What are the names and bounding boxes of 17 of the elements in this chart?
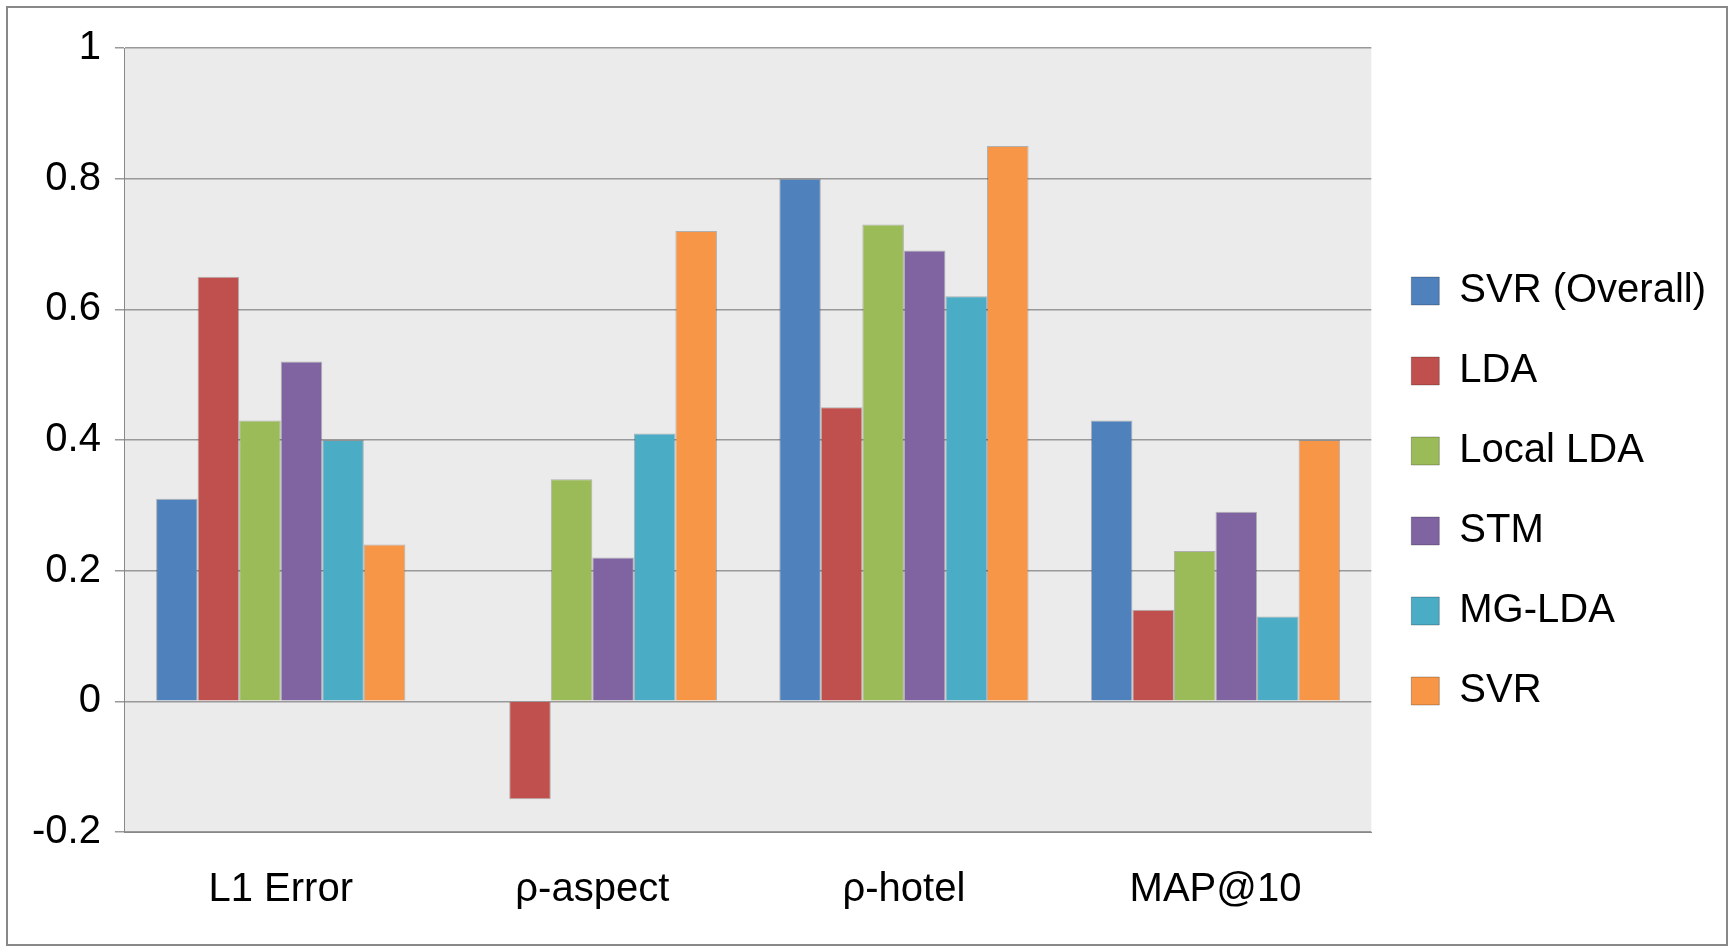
x-tick-label: ρ-hotel <box>842 865 966 910</box>
x-tick-label: ρ-aspect <box>515 865 670 910</box>
legend-label: SVR (Overall) <box>1459 266 1706 311</box>
legend-label: MG-LDA <box>1459 586 1616 631</box>
y-tick-label: 0.6 <box>45 284 101 329</box>
x-tick-label: L1 Error <box>208 865 353 910</box>
y-tick-label: 1 <box>78 23 101 68</box>
y-tick-label: 0.8 <box>45 153 101 198</box>
legend-label: Local LDA <box>1459 426 1645 471</box>
y-tick-label: 0.2 <box>45 545 101 590</box>
y-tick-label: -0.2 <box>31 807 101 852</box>
legend-label: SVR <box>1459 666 1542 711</box>
y-tick-label: 0.4 <box>45 415 101 460</box>
legend-label: LDA <box>1459 346 1538 391</box>
y-tick-label: 0 <box>78 676 101 721</box>
legend-label: STM <box>1459 506 1544 551</box>
x-tick-label: MAP@10 <box>1129 865 1302 910</box>
